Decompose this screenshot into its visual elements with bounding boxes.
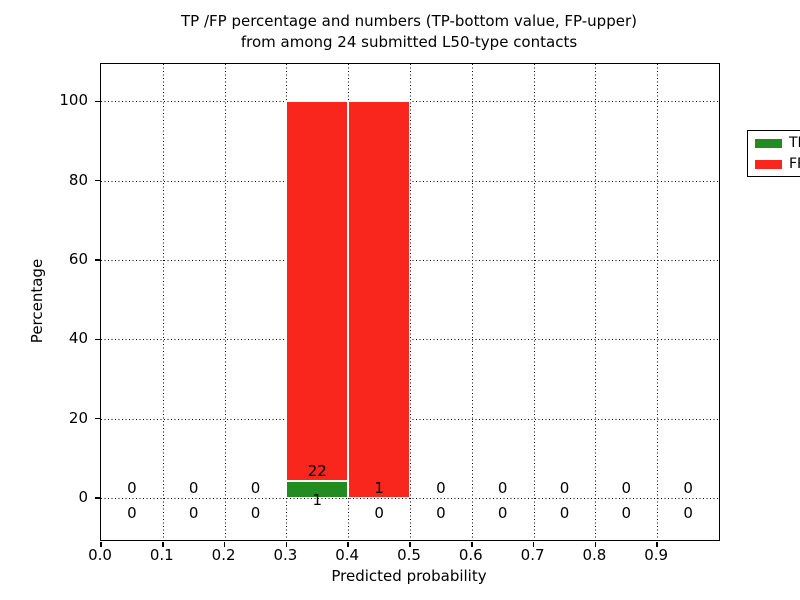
y-tick-label-20: 20 (68, 408, 88, 427)
x-tick-label-0.5: 0.5 (397, 546, 421, 564)
y-tick-label-80: 80 (68, 170, 88, 189)
y-axis-label: Percentage (28, 258, 46, 344)
gridline-x-0.9 (657, 64, 659, 540)
y-tick-label-60: 60 (68, 249, 88, 268)
legend-row-tp: TP (748, 135, 800, 151)
x-tick-mark-0.0 (100, 541, 102, 547)
legend-label-tp: TP (789, 135, 800, 151)
gridline-y-0 (101, 497, 719, 499)
fp-count-label: 0 (683, 479, 693, 498)
x-tick-label-0.4: 0.4 (335, 546, 360, 564)
legend-row-fp: FP (748, 156, 800, 172)
x-tick-label-0.0: 0.0 (88, 546, 112, 564)
y-tick-label-100: 100 (59, 91, 88, 110)
y-tick-mark-40 (94, 338, 100, 341)
x-tick-mark-0.4 (347, 541, 349, 547)
y-tick-label-0: 0 (78, 487, 88, 506)
x-tick-mark-0.1 (162, 541, 164, 547)
y-tick-mark-20 (94, 417, 100, 420)
x-tick-label-0.6: 0.6 (458, 546, 483, 564)
tp-count-label: 0 (250, 504, 261, 523)
x-tick-mark-0.9 (656, 541, 658, 547)
bar-segment-fp (348, 101, 410, 498)
fp-count-label: 0 (497, 479, 508, 498)
x-tick-mark-0.5 (409, 541, 411, 547)
x-tick-mark-0.6 (471, 541, 473, 547)
x-tick-mark-0.8 (594, 541, 597, 547)
tp-count-label: 0 (374, 504, 384, 523)
gridline-y-60 (101, 259, 719, 261)
tp-count-label: 0 (559, 504, 570, 523)
tp-count-label: 1 (312, 490, 323, 509)
fp-count-label: 0 (188, 479, 199, 498)
fp-count-label: 0 (250, 479, 261, 498)
x-tick-label-0.8: 0.8 (582, 546, 607, 564)
gridline-y-40 (101, 339, 719, 341)
fp-count-label: 0 (621, 479, 632, 498)
fp-count-label: 0 (436, 479, 446, 498)
chart-title: TP /FP percentage and numbers (TP-bottom… (100, 11, 718, 53)
gridline-x-0.8 (595, 64, 597, 540)
tp-count-label: 0 (436, 504, 446, 523)
gridline-x-0.6 (471, 64, 473, 540)
y-tick-mark-0 (94, 497, 100, 499)
x-tick-mark-0.2 (223, 541, 226, 547)
bar-segment-tp (286, 480, 349, 498)
fp-count-label: 0 (559, 479, 570, 498)
y-tick-label-40: 40 (68, 329, 88, 348)
bar-segment-fp (286, 101, 349, 481)
legend: TP FP (747, 130, 800, 177)
tp-count-label: 0 (127, 504, 137, 523)
gridline-x-0.2 (224, 64, 226, 540)
legend-label-fp: FP (789, 156, 800, 172)
gridline-y-100 (101, 101, 719, 103)
gridline-x-0.5 (410, 64, 411, 540)
x-tick-label-0.1: 0.1 (149, 546, 174, 564)
x-tick-mark-0.7 (532, 541, 535, 547)
tp-count-label: 0 (683, 504, 693, 523)
tp-count-label: 0 (621, 504, 632, 523)
fp-count-label: 22 (307, 461, 327, 480)
chart-title-line2: from among 24 submitted L50-type contact… (240, 33, 578, 51)
gridline-x-0.1 (162, 64, 164, 540)
y-tick-mark-60 (94, 259, 100, 261)
gridline-x-0.7 (533, 64, 535, 540)
y-tick-mark-100 (94, 100, 100, 103)
x-axis-label: Predicted probability (331, 567, 487, 585)
tp-count-label: 0 (188, 504, 199, 523)
y-tick-mark-80 (94, 179, 100, 182)
gridline-y-20 (101, 418, 719, 420)
gridline-y-80 (101, 180, 719, 182)
fp-count-label: 1 (374, 479, 384, 498)
fp-count-label: 0 (127, 479, 137, 498)
x-tick-label-0.9: 0.9 (644, 546, 669, 564)
tp-count-label: 0 (497, 504, 508, 523)
x-tick-label-0.3: 0.3 (273, 546, 298, 564)
legend-swatch-fp (755, 160, 782, 169)
legend-swatch-tp (755, 139, 782, 148)
x-tick-label-0.2: 0.2 (211, 546, 236, 564)
chart-title-line1: TP /FP percentage and numbers (TP-bottom… (181, 12, 637, 30)
x-tick-mark-0.3 (285, 541, 288, 547)
x-tick-label-0.7: 0.7 (520, 546, 545, 564)
